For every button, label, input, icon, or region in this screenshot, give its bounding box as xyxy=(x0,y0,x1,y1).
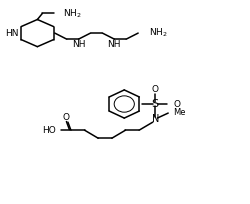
Text: NH$_2$: NH$_2$ xyxy=(63,7,82,20)
Text: NH$_2$: NH$_2$ xyxy=(148,27,167,39)
Text: O: O xyxy=(173,100,180,109)
Text: O: O xyxy=(151,85,158,94)
Text: S: S xyxy=(151,99,158,109)
Text: N: N xyxy=(151,114,158,124)
Text: NH: NH xyxy=(72,40,85,49)
Text: O: O xyxy=(62,113,69,122)
Text: HO: HO xyxy=(42,126,55,135)
Text: HN: HN xyxy=(5,29,18,38)
Text: NH: NH xyxy=(107,40,120,49)
Text: Me: Me xyxy=(172,108,184,116)
